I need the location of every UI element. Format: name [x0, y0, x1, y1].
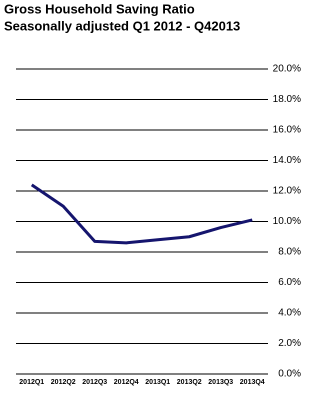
y-tick-label: 18.0% — [273, 94, 301, 105]
y-tick-label: 16.0% — [273, 125, 301, 136]
y-tick-label: 2.0% — [278, 338, 301, 349]
y-tick-label: 0.0% — [278, 369, 301, 380]
x-tick-label: 2013Q2 — [177, 379, 202, 386]
x-tick-label: 2013Q1 — [145, 379, 170, 386]
y-tick-label: 14.0% — [273, 155, 301, 166]
x-tick-label: 2013Q4 — [240, 379, 265, 386]
y-tick-label: 8.0% — [278, 247, 301, 258]
chart: Gross Household Saving Ratio Seasonally … — [4, 1, 301, 386]
chart-title: Gross Household Saving Ratio — [4, 1, 195, 16]
data-line — [30, 183, 253, 245]
x-tick-label: 2012Q1 — [19, 379, 44, 386]
y-tick-label: 12.0% — [273, 186, 301, 197]
y-tick-label: 4.0% — [278, 308, 301, 319]
x-tick-label: 2013Q3 — [208, 379, 233, 386]
x-tick-label: 2012Q3 — [82, 379, 107, 386]
y-tick-label: 10.0% — [273, 216, 301, 227]
chart-subtitle: Seasonally adjusted Q1 2012 - Q42013 — [4, 18, 240, 33]
y-tick-label: 20.0% — [273, 64, 301, 75]
x-tick-label: 2012Q4 — [114, 379, 139, 386]
y-tick-label: 6.0% — [278, 277, 301, 288]
x-tick-label: 2012Q2 — [51, 379, 76, 386]
